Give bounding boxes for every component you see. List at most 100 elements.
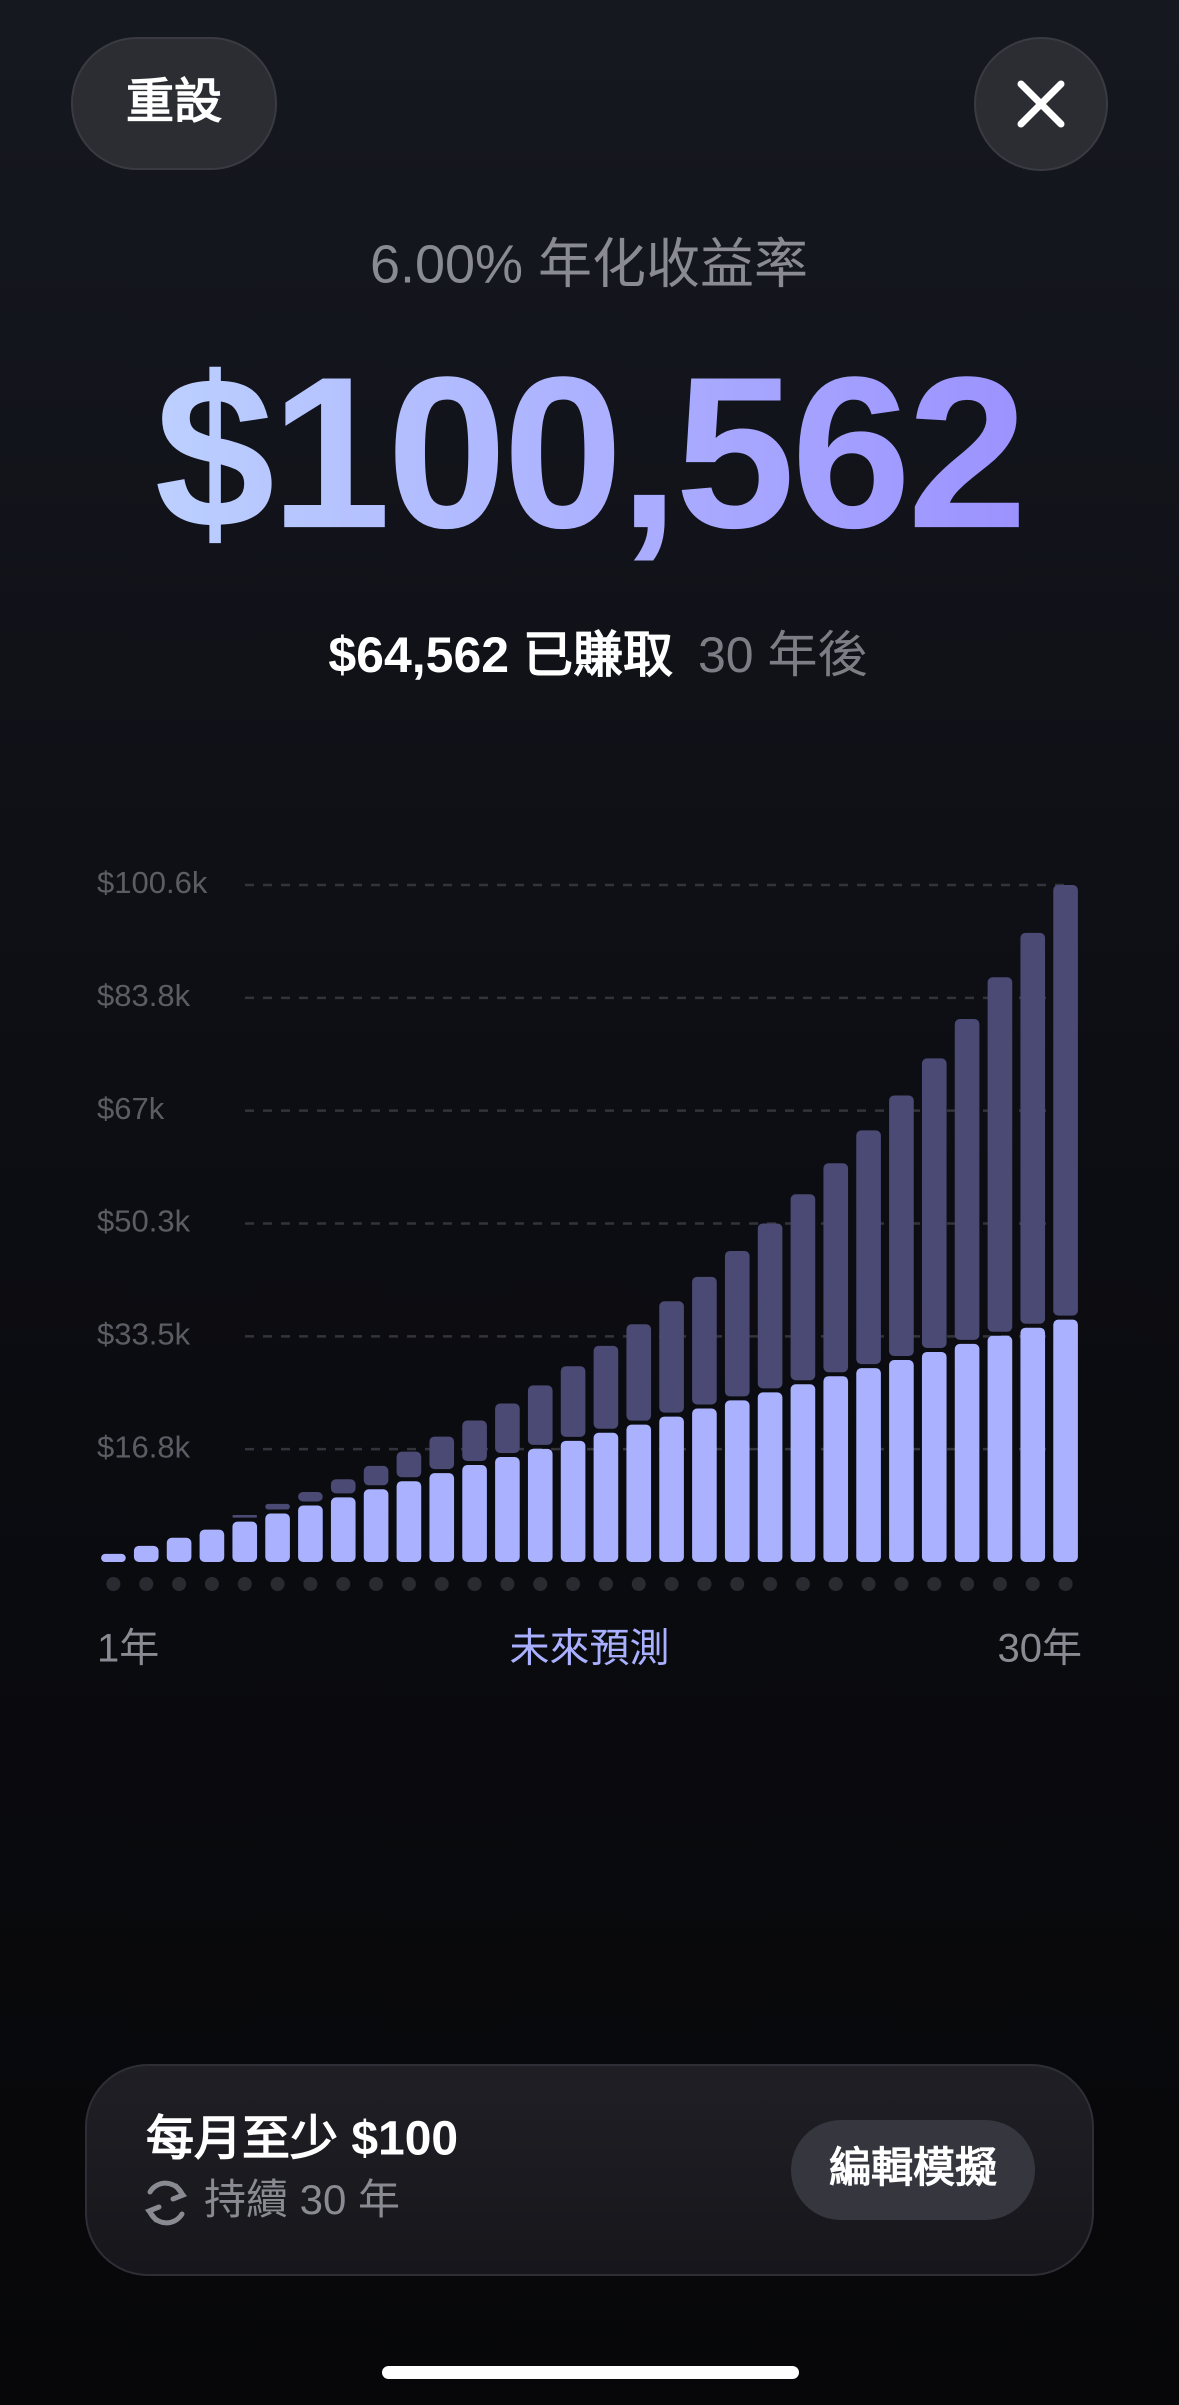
bar-dot <box>500 1577 515 1591</box>
x-tick-label: 30年 <box>998 1627 1083 1671</box>
bar <box>363 1489 389 1562</box>
bar <box>790 1384 816 1562</box>
edit-button[interactable]: 編輯模擬 <box>791 2120 1035 2220</box>
y-tick-label: $100.6k <box>97 865 208 900</box>
bar-dot <box>369 1577 384 1591</box>
y-tick-label: $33.5k <box>97 1317 191 1352</box>
home-indicator <box>382 2366 799 2379</box>
bar-dot <box>106 1577 121 1591</box>
bar <box>265 1503 290 1510</box>
bar-dot <box>730 1577 745 1591</box>
bar <box>856 1130 881 1365</box>
bar <box>724 1250 750 1397</box>
plan-card-bg <box>85 2064 1094 2276</box>
bar <box>724 1400 750 1562</box>
bar-dot <box>434 1577 449 1591</box>
bar <box>396 1481 422 1562</box>
bar-dot <box>992 1577 1007 1591</box>
y-tick-label: $83.8k <box>97 978 191 1013</box>
plan: 每月至少 $100 <box>146 2113 458 2166</box>
chart: $16.8k $33.5k $50.3k $67k $83.8k $100.6k 1年 30年… <box>97 865 1082 1670</box>
bar <box>330 1479 356 1494</box>
bar <box>626 1424 652 1562</box>
bar-dot <box>533 1577 548 1591</box>
bar <box>692 1276 717 1405</box>
bar <box>593 1345 619 1429</box>
bar <box>166 1537 192 1562</box>
reset-label: 重設 <box>126 76 222 129</box>
bar-dot <box>828 1577 843 1591</box>
plan-card: 每月至少 $100 持續 30 年 編輯模擬 <box>85 2064 1094 2276</box>
bar <box>429 1473 455 1562</box>
bar <box>462 1465 487 1562</box>
rate: 6.00% 年化收益率 <box>370 234 808 294</box>
bar <box>921 1351 947 1562</box>
bar <box>889 1360 914 1562</box>
bar <box>1053 1319 1078 1562</box>
bar <box>363 1465 389 1486</box>
edit-button-bg <box>791 2120 1035 2220</box>
bar-dot <box>270 1577 285 1591</box>
reset-button[interactable]: 重設 <box>71 37 277 170</box>
bar-dot <box>401 1577 416 1591</box>
duration: 持續 30 年 <box>204 2176 400 2223</box>
bar <box>495 1456 520 1562</box>
bar-dot <box>795 1577 810 1591</box>
bar <box>1053 885 1078 1316</box>
bar-dot <box>139 1577 154 1591</box>
bar <box>659 1301 684 1413</box>
bar <box>199 1529 225 1562</box>
bar <box>790 1194 816 1381</box>
bar <box>232 1515 258 1518</box>
bar <box>593 1432 619 1562</box>
bar <box>823 1163 849 1373</box>
bar <box>987 1335 1013 1562</box>
bar <box>298 1505 323 1562</box>
bar-dot <box>467 1577 482 1591</box>
bar <box>987 977 1013 1332</box>
bar <box>462 1420 487 1462</box>
close-icon <box>1017 80 1065 128</box>
y-tick-label: $50.3k <box>97 1204 191 1239</box>
bar <box>330 1497 356 1562</box>
earned: $64,562 已賺取 <box>328 627 673 683</box>
bar <box>560 1366 586 1437</box>
x-tick-label: 1年 <box>97 1627 159 1671</box>
bar <box>396 1451 422 1478</box>
bar <box>856 1368 881 1562</box>
bar-dot <box>763 1577 778 1591</box>
bar <box>101 1553 126 1562</box>
bar <box>429 1436 455 1470</box>
bar-dot <box>861 1577 876 1591</box>
bar-dot <box>172 1577 187 1591</box>
bar <box>921 1058 947 1348</box>
bar-dot <box>566 1577 581 1591</box>
bar <box>954 1019 980 1340</box>
bar <box>527 1385 553 1445</box>
bar <box>757 1392 783 1562</box>
close-button[interactable] <box>974 37 1108 171</box>
bar-dot <box>237 1577 252 1591</box>
bar <box>757 1223 783 1389</box>
bar-dot <box>927 1577 942 1591</box>
bar-dot <box>664 1577 679 1591</box>
bar <box>626 1324 652 1421</box>
after: 30 年後 <box>698 627 868 683</box>
bar-dot <box>697 1577 712 1591</box>
bar <box>659 1416 684 1562</box>
x-center-label: 未來預測 <box>510 1627 670 1671</box>
edit-label: 編輯模擬 <box>829 2144 997 2191</box>
total: $100,562 <box>155 331 1024 573</box>
bar-dot <box>631 1577 646 1591</box>
bar <box>232 1521 258 1562</box>
bar <box>889 1095 914 1357</box>
bar-dot <box>336 1577 351 1591</box>
bar-dot <box>204 1577 219 1591</box>
bar <box>298 1491 323 1502</box>
bar <box>265 1513 290 1562</box>
bar <box>133 1545 159 1562</box>
bar <box>560 1440 586 1562</box>
bar <box>495 1403 520 1453</box>
